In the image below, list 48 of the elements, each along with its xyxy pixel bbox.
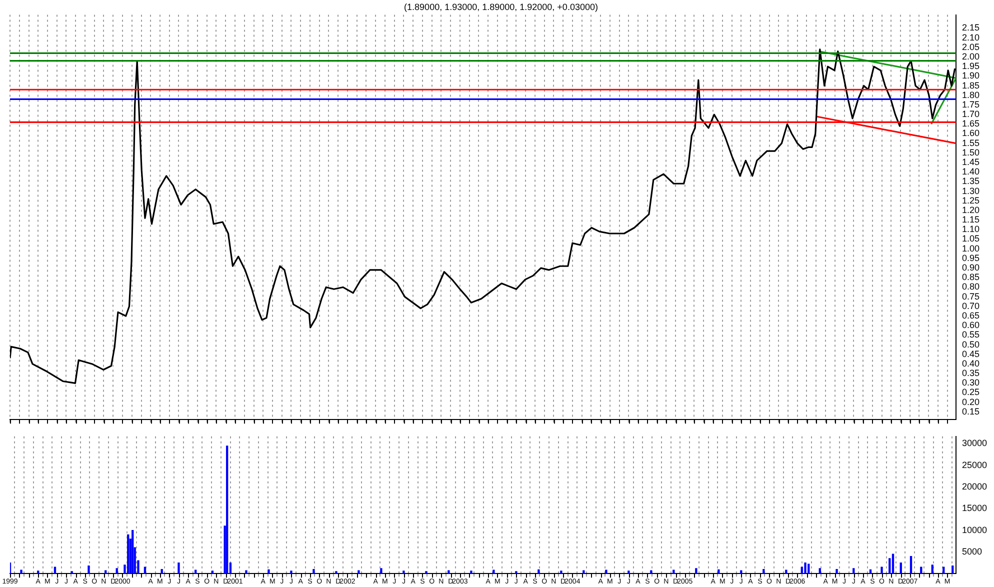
y-tick-label: 0.95: [962, 252, 980, 263]
y-tick-label: 2.00: [962, 51, 980, 62]
y-tick-label: 0.50: [962, 339, 980, 350]
y-tick-label: 1.85: [962, 80, 980, 90]
y-tick-label: 2.05: [962, 42, 980, 52]
y-tick-label: 0.65: [962, 310, 980, 320]
y-tick-label: 1.90: [962, 70, 980, 81]
y-tick-label: 5000: [962, 546, 982, 556]
y-tick-label: 30000: [962, 438, 988, 448]
y-tick-label: 10000: [962, 524, 988, 535]
y-tick-label: 0.60: [962, 320, 980, 330]
y-tick-label: 0.55: [962, 330, 980, 340]
y-tick-label: 1.45: [962, 157, 980, 168]
y-tick-label: 20000: [962, 482, 988, 492]
y-tick-label: 0.15: [962, 406, 980, 416]
y-tick-label: 0.90: [962, 262, 980, 273]
y-tick-label: 0.35: [962, 368, 980, 378]
y-tick-label: 25000: [962, 460, 988, 470]
y-tick-label: 1.20: [962, 204, 980, 215]
y-tick-label: 0.70: [962, 300, 980, 311]
y-tick-label: 2.10: [962, 32, 980, 42]
y-tick-label: 1.50: [962, 147, 980, 158]
y-tick-label: 2.15: [962, 22, 980, 33]
y-tick-label: 0.40: [962, 358, 980, 368]
y-tick-label: 1.25: [962, 195, 980, 206]
y-tick-label: 0.30: [962, 378, 980, 388]
y-tick-label: 1.05: [962, 234, 980, 244]
y-tick-label: 1.35: [962, 176, 980, 186]
y-tick-label: 1.95: [962, 61, 980, 72]
y-tick-label: 1.80: [962, 90, 980, 100]
y-tick-label: 15000: [962, 503, 988, 514]
y-tick-label: 0.45: [962, 348, 980, 359]
y-tick-label: 1.65: [962, 118, 980, 129]
y-tick-label: 1.60: [962, 128, 980, 138]
y-tick-label: 1.30: [962, 186, 980, 196]
y-tick-label: 1.15: [962, 214, 980, 225]
chart-title: (1.89000, 1.93000, 1.89000, 1.92000, +0.03000): [404, 2, 598, 12]
y-tick-label: 0.75: [962, 291, 980, 302]
y-tick-label: 0.20: [962, 396, 980, 407]
y-tick-label: 0.25: [962, 387, 980, 398]
y-tick-label: 0.85: [962, 272, 980, 282]
y-tick-label: 1.00: [962, 243, 980, 254]
y-tick-label: 0.80: [962, 282, 980, 292]
y-tick-label: 1.75: [962, 99, 980, 110]
y-tick-label: 1.40: [962, 166, 980, 177]
y-tick-label: 1.70: [962, 109, 980, 120]
y-tick-label: 1.10: [962, 224, 980, 234]
y-tick-label: 1.55: [962, 138, 980, 148]
